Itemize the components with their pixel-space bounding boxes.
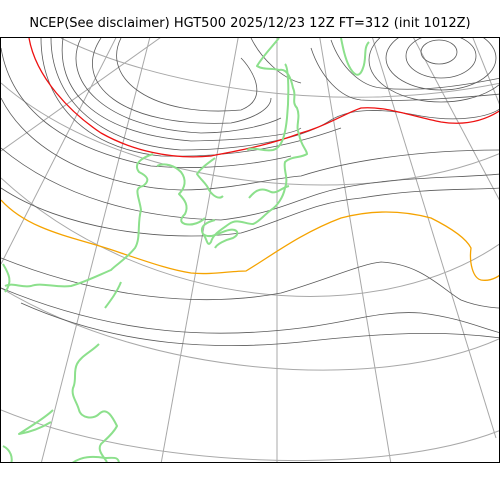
coastline-japan	[71, 343, 118, 462]
parallel-line	[1, 82, 499, 186]
chart-title: NCEP(See disclaimer) HGT500 2025/12/23 1…	[29, 16, 471, 31]
meridian-line	[1, 38, 161, 152]
parallel-line	[60, 38, 499, 98]
coastline-east-siberia	[2, 263, 11, 293]
coastline-alaska-south	[196, 157, 224, 199]
contour-line	[330, 39, 499, 90]
coastline-sakhalin	[104, 281, 122, 309]
closed-contour	[368, 38, 499, 103]
contour-line	[1, 187, 499, 237]
meridian-line	[472, 38, 499, 105]
coastline-kamchatka	[4, 153, 154, 288]
coastline-kyushu	[72, 455, 120, 462]
closed-contour	[385, 38, 497, 91]
meridian-line	[40, 38, 151, 462]
closed-contour	[420, 39, 458, 65]
coastline-korea	[18, 409, 54, 435]
contour-line	[1, 47, 292, 168]
parallel-line	[1, 177, 499, 297]
contour-line	[1, 257, 499, 309]
contour-line	[75, 38, 282, 134]
contour-line	[61, 38, 302, 142]
coastline-china	[2, 445, 13, 462]
coastline-alaska-peninsula	[248, 185, 290, 199]
high-center-contours	[368, 38, 499, 103]
meridian-line	[160, 38, 239, 462]
meridian-line	[1, 38, 117, 265]
contour-line	[92, 38, 272, 124]
meridian-line	[319, 38, 392, 462]
graticule-meridians	[1, 38, 499, 462]
weather-map	[1, 38, 499, 462]
contour-line	[1, 147, 499, 221]
contour-line	[1, 97, 499, 191]
coastline-alaska	[201, 38, 308, 245]
contour-line	[116, 38, 258, 112]
meridian-line	[372, 38, 497, 439]
contour-5400-line	[28, 38, 499, 158]
parallel-line	[1, 409, 499, 462]
meridian-line	[413, 38, 499, 201]
contour-5700-line	[1, 199, 499, 281]
contour-line	[1, 287, 499, 334]
contour-line	[310, 47, 499, 101]
coastline-aleutians	[202, 228, 239, 249]
contour-line	[250, 38, 302, 84]
coastline-alaska-inlet	[246, 63, 290, 152]
height-contours	[1, 38, 499, 347]
contour-line	[50, 38, 499, 151]
coastlines	[2, 38, 370, 462]
coastline-arctic	[340, 38, 370, 76]
coastline-okhotsk	[156, 163, 206, 226]
closed-contour	[405, 38, 477, 79]
contour-line	[20, 302, 499, 347]
map-panel	[0, 37, 500, 463]
